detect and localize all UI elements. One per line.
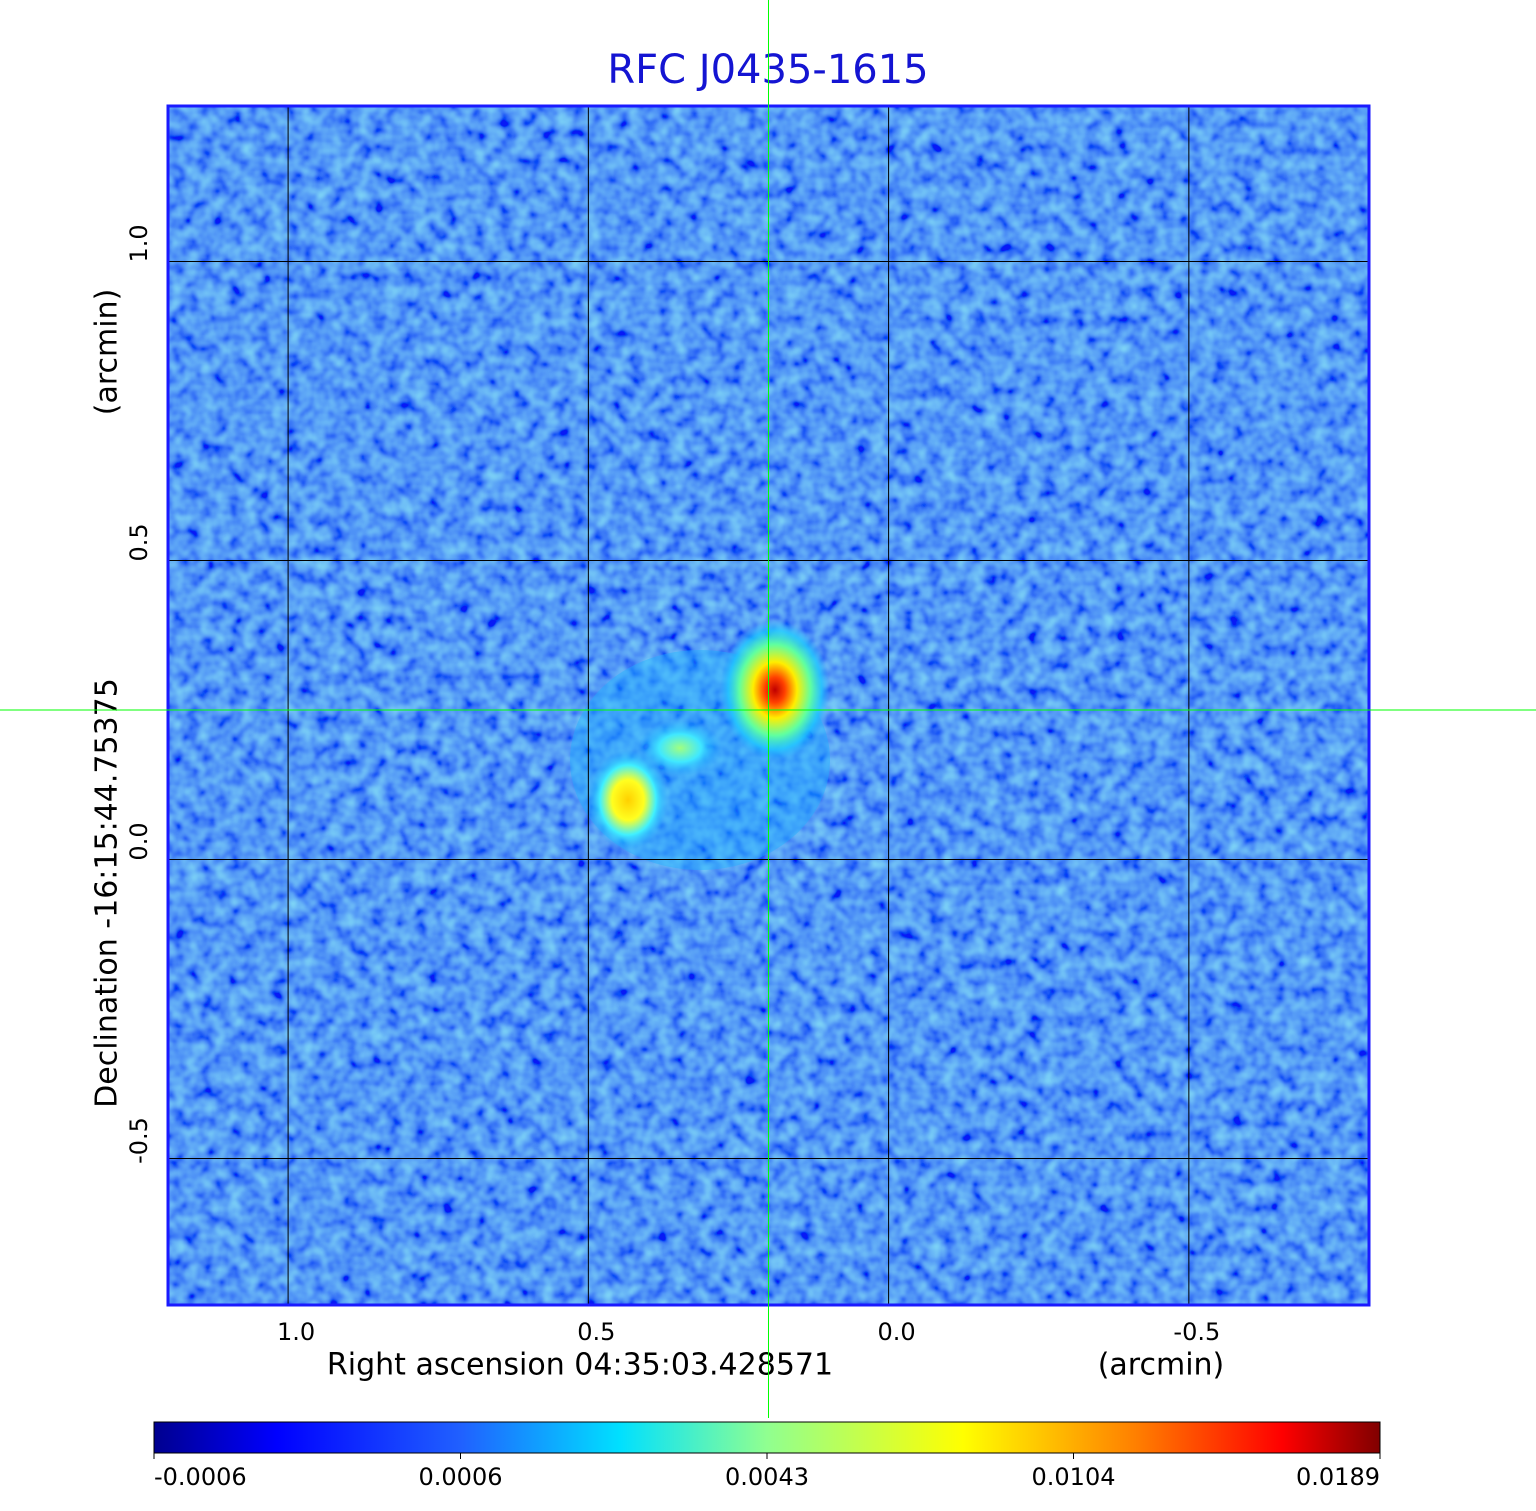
colorbar-tick-label: 0.0006 — [419, 1463, 503, 1491]
y-axis-label: Declination -16:15:44.75375 — [90, 678, 125, 1108]
colorbar-tick-label: -0.0006 — [154, 1463, 247, 1491]
source-lobe — [588, 750, 668, 850]
x-axis-unit: (arcmin) — [1098, 1348, 1225, 1383]
colorbar-tick-label: 0.0104 — [1032, 1463, 1116, 1491]
x-tick-label: -0.5 — [1173, 1318, 1220, 1346]
y-tick-label: 0.5 — [125, 523, 153, 561]
y-tick-label: 1.0 — [125, 224, 153, 262]
x-axis-label: Right ascension 04:35:03.428571 — [327, 1348, 833, 1383]
y-tick-label: 0.0 — [125, 822, 153, 860]
source-core — [720, 620, 830, 760]
source-jet — [638, 720, 722, 776]
x-tick-label: 0.5 — [577, 1318, 615, 1346]
y-tick-label: -0.5 — [125, 1117, 153, 1164]
colorbar-tick-label: 0.0189 — [1296, 1463, 1380, 1491]
colorbar-tick-label: 0.0043 — [725, 1463, 809, 1491]
x-tick-label: 0.0 — [878, 1318, 916, 1346]
colorbar — [153, 1421, 1381, 1454]
x-tick-label: 1.0 — [277, 1318, 315, 1346]
y-axis-unit: (arcmin) — [90, 289, 125, 416]
